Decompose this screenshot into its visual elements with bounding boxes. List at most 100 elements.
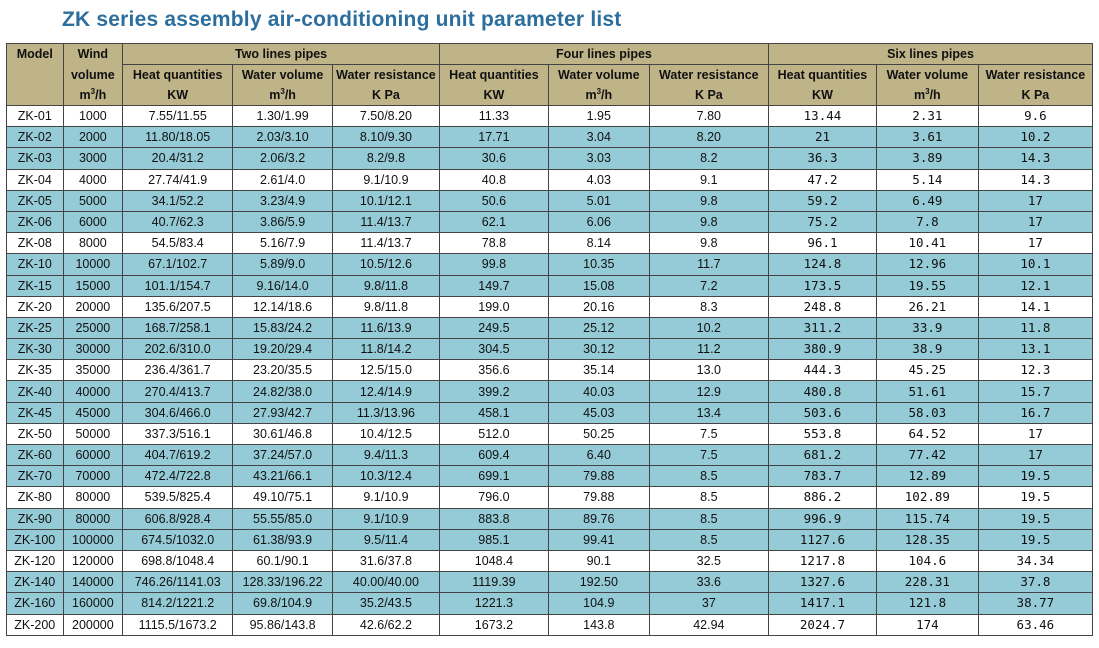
cell-four-heat: 149.7	[438, 274, 549, 297]
cell-two-water-resistance: 11.4/13.7	[331, 210, 440, 234]
cell-six-water-volume: 51.61	[875, 380, 979, 403]
table-row: ZK-70 70000 472.4/722.8 43.21/66.1 10.3/12.4…	[6, 465, 1094, 488]
cell-four-water-resistance: 32.5	[648, 549, 769, 573]
cell-model: ZK-20	[6, 295, 64, 318]
cell-four-water-resistance: 7.80	[648, 104, 769, 128]
cell-two-heat: 814.2/1221.2	[122, 592, 234, 615]
cell-six-water-resistance: 14.1	[977, 295, 1094, 318]
table-row: ZK-160 160000 814.2/1221.2 69.8/104.9 35.2/4…	[6, 592, 1094, 615]
cell-four-heat: 1221.3	[438, 592, 549, 615]
cell-two-heat: 40.7/62.3	[122, 210, 234, 234]
cell-four-water-volume: 143.8	[547, 613, 650, 636]
cell-six-water-volume: 121.8	[875, 592, 979, 615]
cell-four-heat: 1048.4	[438, 549, 549, 573]
cell-six-water-resistance: 19.5	[977, 507, 1094, 530]
cell-two-water-volume: 12.14/18.6	[232, 295, 333, 318]
cell-four-water-volume: 35.14	[547, 359, 650, 382]
cell-four-water-volume: 40.03	[547, 380, 650, 403]
cell-four-water-resistance: 8.2	[648, 147, 769, 170]
table-row: ZK-15 15000 101.1/154.7 9.16/14.0 9.8/11.8 14…	[6, 274, 1094, 297]
cell-model: ZK-25	[6, 316, 64, 340]
cell-two-water-resistance: 9.8/11.8	[331, 274, 440, 297]
header-two-water-volume: Water volume	[232, 64, 333, 85]
table-row: ZK-140 140000 746.26/1141.03 128.33/196.22 4…	[6, 571, 1094, 594]
table-row: ZK-80 80000 539.5/825.4 49.10/75.1 9.1/10.9 7…	[6, 486, 1094, 509]
cell-four-water-resistance: 13.4	[648, 401, 769, 424]
cell-four-heat: 17.71	[438, 126, 549, 149]
cell-two-water-resistance: 10.1/12.1	[331, 189, 440, 212]
cell-six-water-volume: 12.89	[875, 465, 979, 488]
table-row: ZK-06 6000 40.7/62.3 3.86/5.9 11.4/13.7 62.1 6…	[6, 210, 1094, 234]
table-row: ZK-10 10000 67.1/102.7 5.89/9.0 10.5/12.6 99.…	[6, 253, 1094, 276]
cell-six-water-volume: 104.6	[875, 549, 979, 573]
cell-two-water-resistance: 35.2/43.5	[331, 592, 440, 615]
cell-six-water-volume: 38.9	[875, 338, 979, 361]
cell-four-water-resistance: 7.2	[648, 274, 769, 297]
cell-two-water-volume: 2.61/4.0	[232, 168, 333, 191]
header-wind-line1: Wind	[62, 43, 124, 65]
cell-six-water-resistance: 10.1	[977, 253, 1094, 276]
cell-two-water-volume: 5.16/7.9	[232, 232, 333, 255]
cell-wind-volume: 10000	[62, 253, 124, 276]
cell-six-water-volume: 2.31	[875, 104, 979, 128]
cell-two-heat: 168.7/258.1	[122, 316, 234, 340]
cell-wind-volume: 70000	[62, 465, 124, 488]
cell-model: ZK-90	[6, 507, 64, 530]
cell-model: ZK-100	[6, 528, 64, 551]
cell-wind-volume: 8000	[62, 232, 124, 255]
table-row: ZK-01 1000 7.55/11.55 1.30/1.99 7.50/8.20 11.…	[6, 104, 1094, 128]
header-four-unit-kpa: K Pa	[648, 85, 769, 106]
table-body: ZK-01 1000 7.55/11.55 1.30/1.99 7.50/8.20 11.…	[6, 104, 1094, 636]
cell-wind-volume: 3000	[62, 147, 124, 170]
cell-six-heat: 13.44	[767, 104, 877, 128]
cell-six-water-volume: 12.96	[875, 253, 979, 276]
cell-six-water-resistance: 17	[977, 210, 1094, 234]
cell-two-heat: 270.4/413.7	[122, 380, 234, 403]
cell-wind-volume: 80000	[62, 486, 124, 509]
cell-six-heat: 1327.6	[767, 571, 877, 594]
table-row: ZK-08 8000 54.5/83.4 5.16/7.9 11.4/13.7 78.8 8…	[6, 232, 1094, 255]
cell-four-water-resistance: 10.2	[648, 316, 769, 340]
cell-model: ZK-35	[6, 359, 64, 382]
cell-six-heat: 886.2	[767, 486, 877, 509]
cell-four-water-resistance: 8.5	[648, 528, 769, 551]
cell-two-heat: 304.6/466.0	[122, 401, 234, 424]
cell-two-water-volume: 3.86/5.9	[232, 210, 333, 234]
cell-two-water-volume: 37.24/57.0	[232, 443, 333, 467]
header-two-unit-kw: KW	[122, 85, 234, 106]
cell-six-heat: 553.8	[767, 422, 877, 446]
cell-six-water-volume: 77.42	[875, 443, 979, 467]
cell-six-water-resistance: 17	[977, 443, 1094, 467]
cell-two-water-resistance: 11.6/13.9	[331, 316, 440, 340]
cell-four-heat: 1673.2	[438, 613, 549, 636]
cell-four-heat: 699.1	[438, 465, 549, 488]
cell-two-water-volume: 23.20/35.5	[232, 359, 333, 382]
cell-six-water-resistance: 17	[977, 422, 1094, 446]
header-wind-line2: volume	[62, 64, 124, 85]
cell-two-water-volume: 5.89/9.0	[232, 253, 333, 276]
cell-four-water-resistance: 9.8	[648, 210, 769, 234]
cell-wind-volume: 80000	[62, 507, 124, 530]
cell-six-water-resistance: 12.1	[977, 274, 1094, 297]
cell-model: ZK-01	[6, 104, 64, 128]
cell-two-water-resistance: 12.5/15.0	[331, 359, 440, 382]
cell-wind-volume: 20000	[62, 295, 124, 318]
cell-four-heat: 78.8	[438, 232, 549, 255]
cell-six-heat: 47.2	[767, 168, 877, 191]
cell-six-water-resistance: 37.8	[977, 571, 1094, 594]
cell-six-water-volume: 174	[875, 613, 979, 636]
cell-two-heat: 202.6/310.0	[122, 338, 234, 361]
cell-four-water-volume: 15.08	[547, 274, 650, 297]
cell-two-heat: 236.4/361.7	[122, 359, 234, 382]
cell-model: ZK-02	[6, 126, 64, 149]
cell-four-water-volume: 79.88	[547, 465, 650, 488]
table-row: ZK-30 30000 202.6/310.0 19.20/29.4 11.8/14.2…	[6, 338, 1094, 361]
cell-wind-volume: 15000	[62, 274, 124, 297]
table-row: ZK-200 200000 1115.5/1673.2 95.86/143.8 42.6…	[6, 613, 1094, 636]
cell-two-water-volume: 24.82/38.0	[232, 380, 333, 403]
table-row: ZK-100 100000 674.5/1032.0 61.38/93.9 9.5/11…	[6, 528, 1094, 551]
cell-two-water-volume: 69.8/104.9	[232, 592, 333, 615]
cell-six-heat: 124.8	[767, 253, 877, 276]
cell-four-heat: 796.0	[438, 486, 549, 509]
cell-four-heat: 512.0	[438, 422, 549, 446]
